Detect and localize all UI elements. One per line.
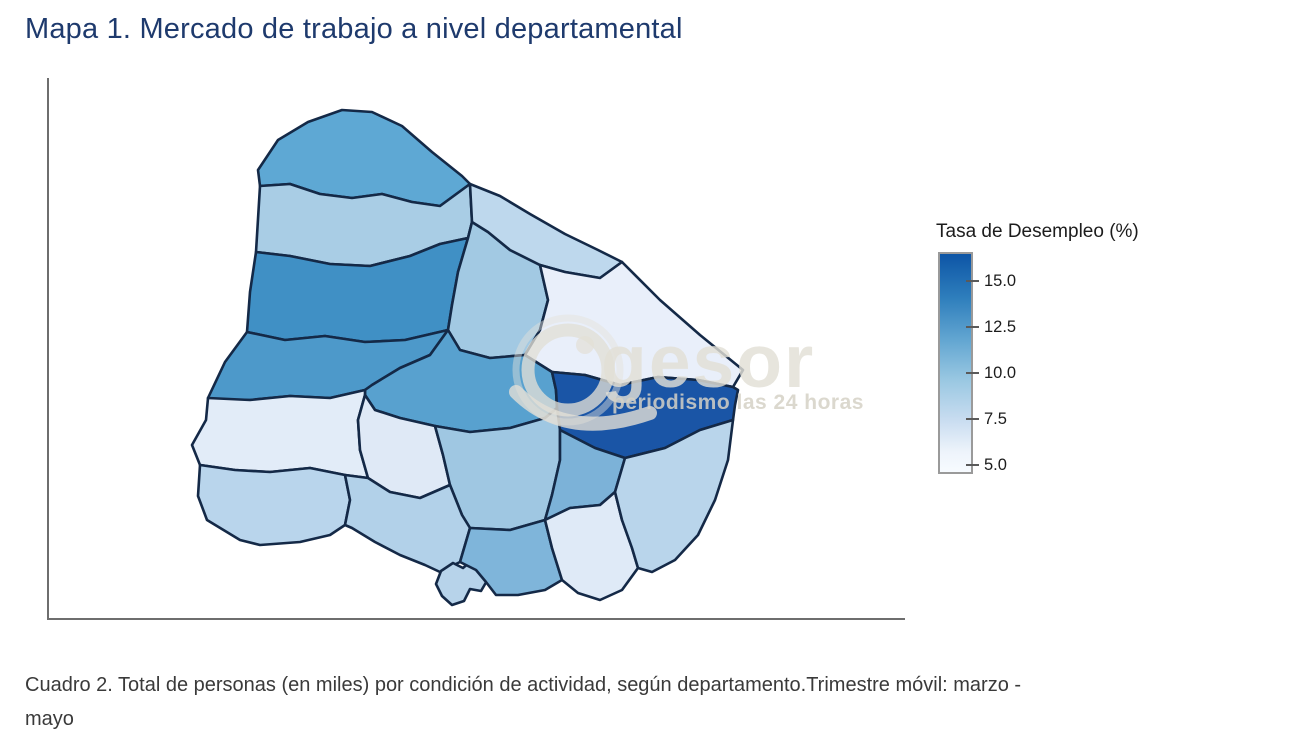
plot-axis-frame: [47, 78, 905, 620]
colorbar-tick-label: 10.0: [984, 364, 1017, 382]
colorbar-tick-mark: [966, 280, 979, 282]
department-cerro_largo: [523, 260, 745, 389]
colorbar-tick-mark: [966, 418, 979, 420]
colorbar-gradient: [938, 252, 973, 474]
caption-line-2: mayo: [25, 708, 74, 730]
colorbar: 15.0 12.5 10.0 7.5 5.0: [938, 252, 1058, 474]
colorbar-tick-label: 12.5: [984, 318, 1017, 336]
page-title: Mapa 1. Mercado de trabajo a nivel depar…: [25, 13, 683, 45]
department-soriano: [190, 388, 370, 480]
department-colonia: [196, 463, 352, 547]
colorbar-tick-label: 7.5: [984, 410, 1007, 428]
colorbar-tick-label: 15.0: [984, 272, 1017, 290]
colorbar-tick-mark: [966, 464, 979, 466]
table-caption: Cuadro 2. Total de personas (en miles) p…: [25, 668, 1235, 736]
colorbar-tick-mark: [966, 372, 979, 374]
colorbar-tick-label: 5.0: [984, 456, 1007, 474]
colorbar-tick-mark: [966, 326, 979, 328]
caption-line-1: Cuadro 2. Total de personas (en miles) p…: [25, 674, 1022, 696]
legend-title: Tasa de Desempleo (%): [936, 221, 1139, 242]
department-rocha: [613, 418, 735, 574]
